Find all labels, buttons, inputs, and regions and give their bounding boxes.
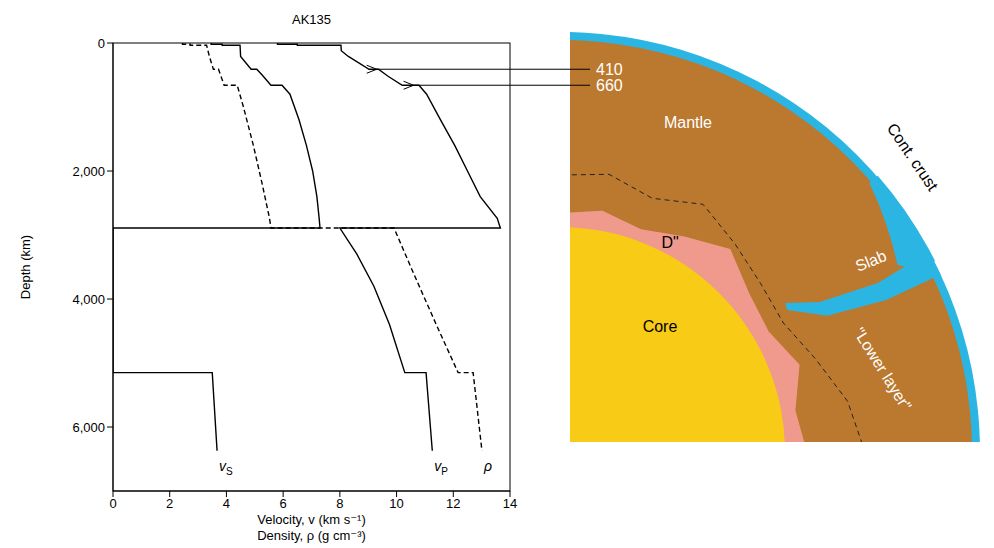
svg-text:8: 8 xyxy=(336,496,343,511)
svg-text:14: 14 xyxy=(503,496,517,511)
svg-text:Cont. crust: Cont. crust xyxy=(884,120,942,194)
svg-text:6: 6 xyxy=(280,496,287,511)
svg-text:6,000: 6,000 xyxy=(72,420,105,435)
svg-text:D": D" xyxy=(661,234,678,251)
svg-text:2,000: 2,000 xyxy=(72,164,105,179)
svg-text:0: 0 xyxy=(109,496,116,511)
svg-text:410: 410 xyxy=(596,61,623,78)
svg-text:vP: vP xyxy=(434,458,448,477)
svg-text:10: 10 xyxy=(389,496,403,511)
svg-text:0: 0 xyxy=(98,36,105,51)
svg-text:4: 4 xyxy=(223,496,230,511)
svg-text:AK135: AK135 xyxy=(292,12,331,27)
svg-text:2: 2 xyxy=(166,496,173,511)
svg-text:ρ: ρ xyxy=(483,458,492,474)
svg-text:Slab: Slab xyxy=(853,247,889,275)
svg-text:Mantle: Mantle xyxy=(664,114,712,131)
svg-text:Core: Core xyxy=(643,318,678,335)
svg-text:Depth (km): Depth (km) xyxy=(18,235,33,299)
svg-text:"Lower layer": "Lower layer" xyxy=(851,325,915,414)
svg-text:Velocity, v (km s⁻¹)Density, ρ: Velocity, v (km s⁻¹)Density, ρ (g cm⁻³) xyxy=(257,512,366,543)
svg-text:12: 12 xyxy=(446,496,460,511)
svg-text:vS: vS xyxy=(219,458,233,477)
svg-text:660: 660 xyxy=(596,77,623,94)
svg-text:4,000: 4,000 xyxy=(72,292,105,307)
